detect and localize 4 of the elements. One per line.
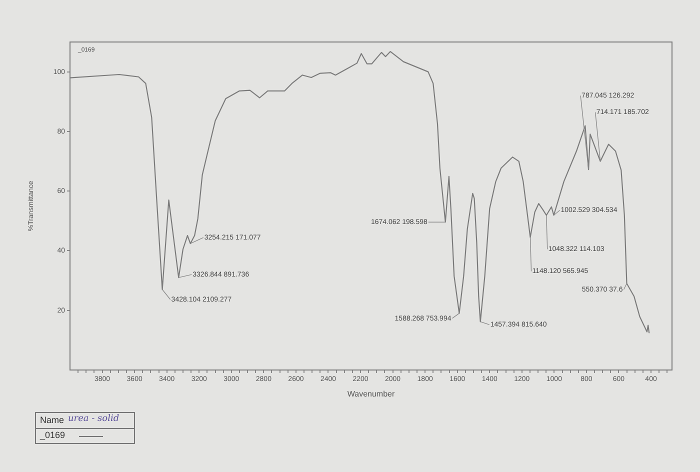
text: Name bbox=[40, 415, 64, 426]
text: urea - solid bbox=[68, 414, 120, 425]
text: _0169 bbox=[40, 430, 66, 441]
x-axis-title: Wavenumber bbox=[347, 389, 395, 398]
